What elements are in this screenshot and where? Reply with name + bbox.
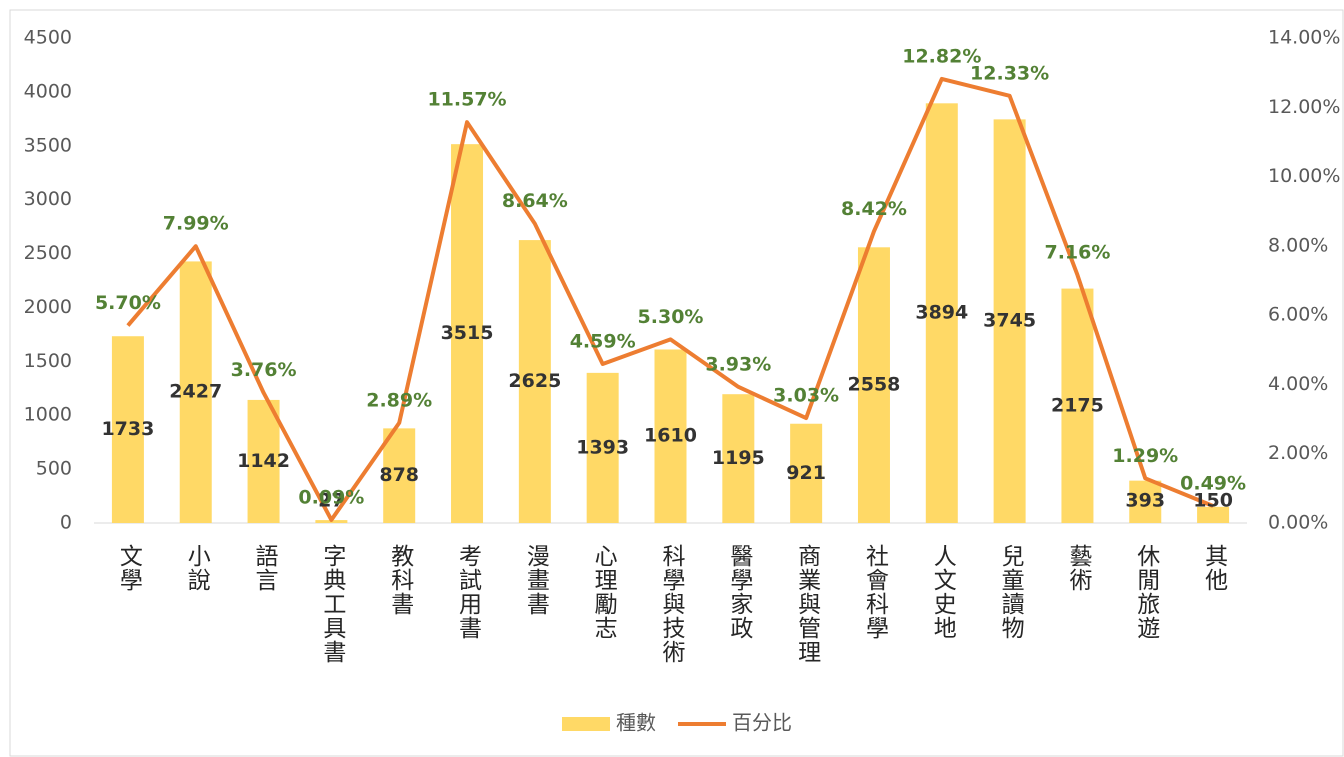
line-value-label: 12.33%: [970, 62, 1049, 84]
y-tick-label: 2500: [24, 242, 72, 264]
line-value-label: 7.99%: [163, 213, 229, 235]
line-value-label: 12.82%: [902, 45, 981, 67]
bar-value-label: 27: [318, 490, 344, 512]
bar: [790, 423, 823, 523]
y2-tick-label: 12.00%: [1268, 96, 1340, 118]
line-value-label: 0.49%: [1180, 473, 1246, 495]
bar-value-label: 3515: [441, 322, 494, 344]
bar: [518, 240, 551, 524]
bar: [451, 144, 484, 523]
x-tick-label: 人文史地: [929, 544, 957, 640]
x-tick-label: 考試用書: [455, 544, 483, 640]
y2-tick-label: 8.00%: [1268, 234, 1328, 256]
x-tick-label: 兒童讀物: [997, 544, 1025, 640]
y-tick-label: 4500: [24, 27, 72, 49]
bar-value-label: 3894: [915, 302, 968, 324]
bar-value-label: 1733: [101, 418, 154, 440]
bar: [586, 372, 619, 523]
x-tick-label: 語言: [251, 544, 278, 592]
x-tick-label: 商業與管理: [794, 544, 822, 664]
bar-value-label: 1195: [712, 447, 765, 469]
y-tick-label: 4000: [24, 80, 72, 102]
x-tick-label: 教科書: [387, 544, 415, 616]
line-value-label: 3.03%: [773, 385, 839, 407]
bar-value-label: 878: [379, 464, 419, 486]
x-tick-label: 社會科學: [861, 544, 889, 640]
line-value-label: 3.93%: [705, 353, 771, 375]
bar-value-label: 1610: [644, 425, 697, 447]
line-value-label: 5.70%: [95, 292, 161, 314]
x-tick-label: 藝術: [1065, 544, 1093, 592]
x-tick-label: 小說: [183, 544, 211, 592]
y-tick-label: 3500: [24, 134, 72, 156]
line-value-label: 5.30%: [638, 306, 704, 328]
y-tick-label: 0: [60, 512, 72, 534]
bar: [179, 261, 212, 523]
x-tick-label: 其他: [1201, 544, 1229, 592]
y-tick-label: 2000: [24, 296, 72, 318]
bar: [722, 394, 755, 523]
line-value-label: 3.76%: [231, 359, 297, 381]
line-value-label: 8.42%: [841, 198, 907, 220]
x-tick-label: 字典工具書: [319, 544, 347, 664]
y2-tick-label: 14.00%: [1268, 27, 1340, 49]
bar-value-label: 2427: [169, 381, 222, 403]
bar: [857, 247, 890, 523]
y-tick-label: 500: [36, 458, 72, 480]
y2-tick-label: 4.00%: [1268, 373, 1328, 395]
y-tick-label: 1000: [24, 404, 72, 426]
line-value-label: 8.64%: [502, 190, 568, 212]
legend-label: 種數: [616, 711, 656, 735]
y-tick-label: 3000: [24, 188, 72, 210]
y2-tick-label: 0.00%: [1268, 512, 1328, 534]
bar-value-label: 1142: [237, 450, 290, 472]
line: [126, 76, 1214, 522]
x-tick-label: 休閒旅遊: [1133, 544, 1161, 640]
line-value-label: 11.57%: [427, 89, 506, 111]
bar: [383, 428, 416, 523]
line-value-label: 7.16%: [1044, 241, 1110, 263]
bar: [247, 399, 280, 523]
bar: [654, 349, 687, 523]
bar-value-label: 150: [1193, 490, 1233, 512]
line-value-label: 2.89%: [366, 389, 432, 411]
y2-tick-label: 10.00%: [1268, 165, 1340, 187]
x-tick-label: 醫學家政: [726, 544, 754, 640]
bar: [1061, 288, 1094, 523]
bar: [111, 336, 144, 523]
y2-tick-label: 2.00%: [1268, 442, 1328, 464]
y-tick-label: 1500: [24, 350, 72, 372]
bar: [993, 119, 1026, 523]
legend-label: 百分比: [732, 711, 792, 735]
bar-value-label: 2625: [508, 370, 561, 392]
x-tick-label: 文學: [115, 544, 143, 592]
line-value-label: 1.29%: [1112, 445, 1178, 467]
x-tick-label: 漫畫書: [522, 544, 550, 616]
bar: [1129, 480, 1162, 523]
bar-value-label: 2558: [848, 374, 901, 396]
line-value-label: 0.09%: [298, 486, 364, 508]
bar-value-label: 2175: [1051, 394, 1104, 416]
bar: [925, 103, 958, 524]
line-value-label: 4.59%: [570, 330, 636, 352]
x-tick-label: 心理勵志: [590, 544, 618, 640]
y2-tick-label: 6.00%: [1268, 304, 1328, 326]
bar: [1197, 506, 1230, 523]
bar-value-label: 393: [1125, 490, 1165, 512]
bar-value-label: 1393: [576, 436, 629, 458]
x-tick-label: 科學與技術: [658, 544, 686, 664]
legend-swatch: [562, 717, 610, 731]
bar-value-label: 921: [786, 462, 826, 484]
bar-value-label: 3745: [983, 310, 1036, 332]
